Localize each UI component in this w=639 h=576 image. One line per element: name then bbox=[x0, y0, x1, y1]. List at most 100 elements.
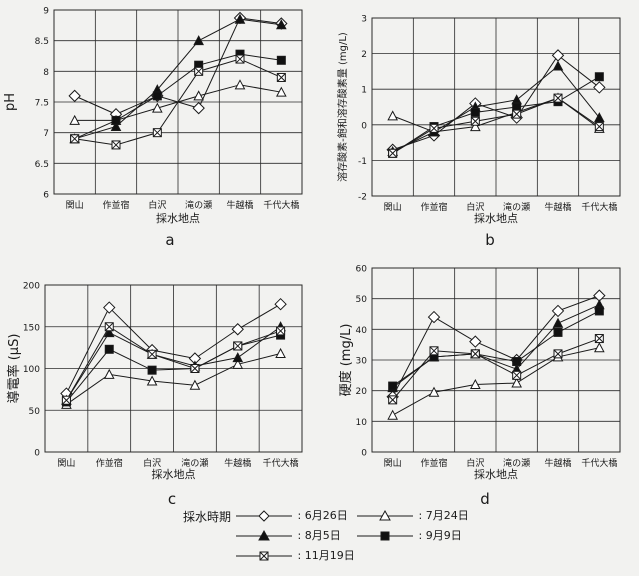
data-point-jul24 bbox=[594, 342, 605, 353]
series-jun26 bbox=[386, 289, 606, 404]
x-tick-label: 千代大橋 bbox=[263, 199, 299, 211]
series-nov19 bbox=[388, 93, 604, 158]
data-point-nov19 bbox=[235, 54, 245, 64]
x-axis-label: 採水地点 bbox=[474, 467, 518, 481]
data-point-sep9 bbox=[388, 381, 398, 391]
x-tick-label: 牛越橋 bbox=[226, 199, 253, 211]
data-point-sep9 bbox=[152, 91, 162, 101]
legend-marker-jul24 bbox=[357, 509, 413, 521]
data-point-nov19 bbox=[104, 322, 114, 332]
y-tick-label: 150 bbox=[23, 323, 40, 333]
legend-marker-jun26 bbox=[236, 510, 292, 522]
data-point-aug5 bbox=[552, 60, 564, 71]
data-point-jul24 bbox=[146, 375, 158, 386]
y-tick-label: -2 bbox=[358, 193, 367, 203]
legend-item-jun26: : 6月26日 bbox=[234, 507, 348, 523]
x-tick-label: 関山 bbox=[66, 200, 84, 211]
x-tick-label: 牛越橋 bbox=[544, 201, 571, 213]
data-point-aug5 bbox=[276, 19, 287, 30]
series-line-jun26 bbox=[392, 295, 600, 398]
x-tick-label: 白沢 bbox=[148, 199, 166, 211]
data-point-sep9 bbox=[594, 306, 604, 316]
data-point-nov19 bbox=[111, 140, 121, 150]
series-line-jun26 bbox=[65, 303, 281, 394]
data-point-jun26 bbox=[192, 101, 205, 115]
series-line-sep9 bbox=[66, 334, 281, 403]
legend-label-aug5: : 8月5日 bbox=[297, 529, 341, 542]
y-tick-label: 9 bbox=[43, 7, 49, 17]
data-point-nov19 bbox=[152, 128, 162, 138]
data-point-nov19 bbox=[429, 346, 439, 356]
y-tick-label: 200 bbox=[23, 282, 40, 292]
y-axis-label: 硬度 (mg/L) bbox=[338, 324, 354, 397]
series-line-nov19 bbox=[392, 97, 600, 154]
x-tick-label: 作並宿 bbox=[420, 201, 447, 213]
x-axis-label: 採水地点 bbox=[152, 467, 196, 481]
x-tick-label: 白沢 bbox=[466, 457, 484, 469]
data-point-jun26 bbox=[103, 301, 116, 314]
data-point-nov19 bbox=[70, 134, 80, 144]
data-point-aug5 bbox=[193, 35, 204, 46]
series-line-aug5 bbox=[392, 65, 600, 152]
data-point-jun26 bbox=[593, 81, 606, 94]
x-tick-label: 千代大橋 bbox=[263, 457, 299, 469]
data-point-aug5 bbox=[552, 317, 564, 328]
x-tick-label: 白沢 bbox=[466, 201, 484, 213]
data-point-jul24 bbox=[103, 368, 115, 379]
data-point-jun26 bbox=[68, 89, 81, 103]
y-axis-label: 導電率 (μS) bbox=[6, 334, 22, 404]
data-point-jul24 bbox=[428, 386, 440, 397]
y-tick-label: 60 bbox=[356, 265, 368, 275]
legend-marker-nov19 bbox=[236, 551, 292, 561]
data-point-nov19 bbox=[594, 122, 604, 132]
data-point-jul24 bbox=[193, 90, 204, 101]
data-point-jul24 bbox=[189, 379, 201, 390]
series-jul24 bbox=[387, 342, 605, 420]
series-line-sep9 bbox=[74, 53, 282, 140]
y-tick-label: 30 bbox=[356, 357, 368, 367]
data-point-nov19 bbox=[553, 93, 563, 103]
data-point-jun26 bbox=[551, 49, 565, 62]
series-line-sep9 bbox=[392, 310, 600, 387]
series-nov19 bbox=[388, 334, 604, 405]
x-tick-label: 牛越橋 bbox=[544, 457, 571, 469]
data-point-nov19 bbox=[190, 364, 200, 373]
series-line-jul24 bbox=[392, 347, 600, 416]
legend-label-sep9: : 9月9日 bbox=[418, 529, 462, 542]
y-tick-label: 10 bbox=[356, 418, 368, 428]
x-tick-label: 作並宿 bbox=[420, 457, 447, 469]
series-line-nov19 bbox=[74, 58, 282, 146]
x-tick-label: 作並宿 bbox=[96, 457, 123, 469]
panel-label: a bbox=[165, 231, 174, 249]
data-point-nov19 bbox=[388, 148, 398, 158]
x-tick-label: 関山 bbox=[57, 458, 75, 469]
y-axis-label: pH bbox=[3, 93, 18, 111]
data-point-aug5 bbox=[110, 120, 122, 132]
data-point-jul24 bbox=[470, 378, 481, 390]
series-nov19 bbox=[61, 322, 286, 405]
y-tick-label: 7 bbox=[43, 129, 49, 139]
y-tick-label: 0 bbox=[34, 449, 40, 459]
x-tick-label: 作並宿 bbox=[102, 199, 129, 211]
panel-label: b bbox=[485, 231, 495, 249]
data-point-aug5 bbox=[103, 327, 115, 338]
panel-label: d bbox=[480, 490, 490, 508]
y-tick-label: 6 bbox=[43, 191, 49, 201]
data-point-jul24 bbox=[69, 114, 80, 125]
data-point-jul24 bbox=[387, 409, 398, 420]
data-point-nov19 bbox=[233, 341, 243, 351]
data-point-jul24 bbox=[387, 110, 398, 121]
data-point-sep9 bbox=[470, 107, 480, 117]
data-point-sep9 bbox=[276, 55, 286, 65]
x-tick-label: 滝の瀬 bbox=[503, 457, 530, 469]
x-tick-label: 千代大橋 bbox=[581, 457, 617, 469]
data-point-nov19 bbox=[276, 72, 286, 82]
data-point-jun26 bbox=[469, 335, 482, 348]
data-point-jul24 bbox=[234, 79, 246, 90]
series-line-aug5 bbox=[74, 18, 282, 140]
x-tick-label: 滝の瀬 bbox=[185, 199, 212, 211]
data-point-sep9 bbox=[147, 365, 157, 375]
data-point-nov19 bbox=[512, 109, 522, 119]
